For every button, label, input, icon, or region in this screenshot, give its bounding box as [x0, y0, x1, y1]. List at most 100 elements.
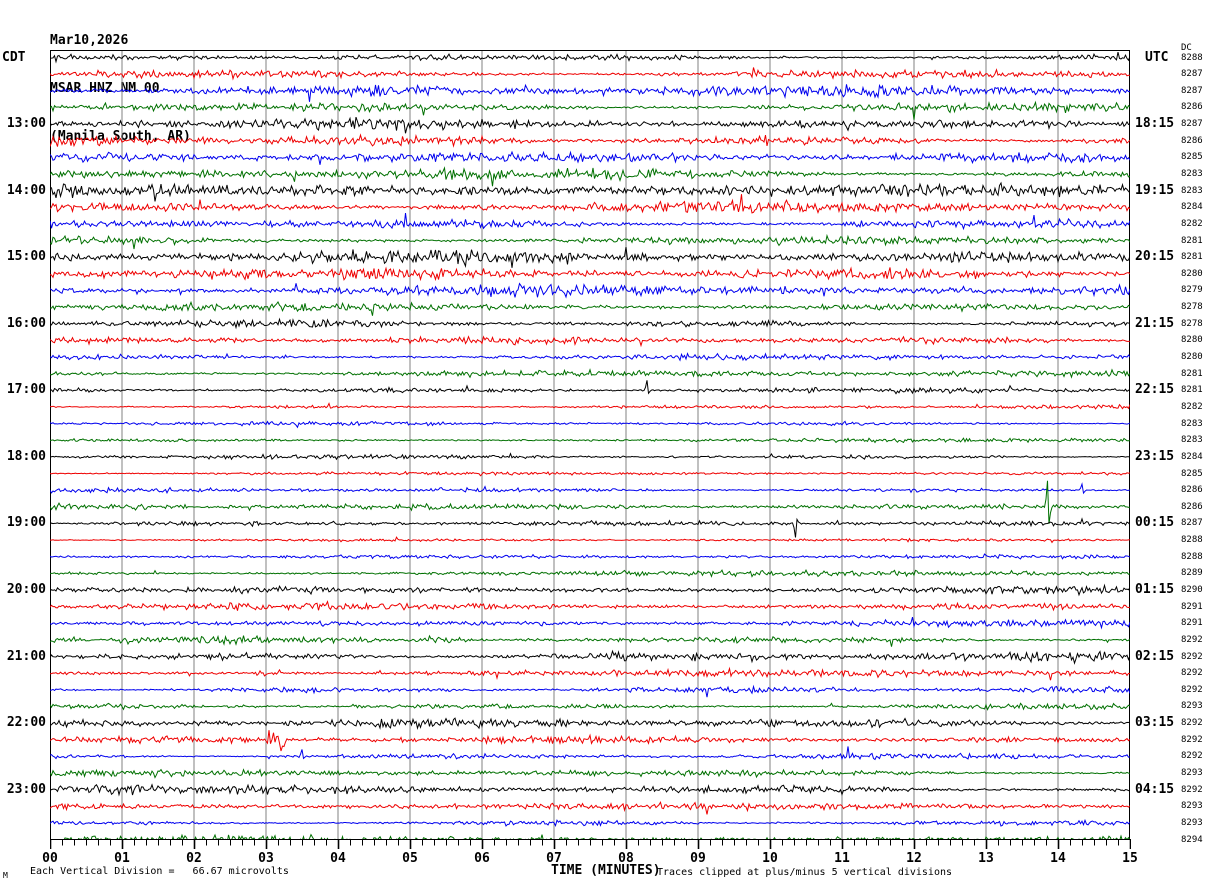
- utc-hour-label: 03:15: [1135, 715, 1175, 731]
- watermark-glyph: M: [3, 871, 8, 880]
- dc-offset-value: 8286: [1181, 102, 1203, 113]
- cdt-hour-label: 22:00: [6, 715, 46, 731]
- cdt-hour-label: 19:00: [6, 515, 46, 531]
- seismogram-trace: [50, 583, 1130, 597]
- vertical-division-note: Each Vertical Division = 66.67 microvolt…: [30, 866, 289, 877]
- dc-offset-value: 8284: [1181, 451, 1203, 462]
- minute-tick-label: 02: [186, 851, 202, 866]
- minute-tick-label: 09: [690, 851, 706, 866]
- utc-hour-label: 19:15: [1135, 182, 1175, 198]
- dc-offset-value: 8287: [1181, 69, 1203, 80]
- dc-offset-value: 8294: [1181, 834, 1203, 845]
- dc-offset-value: 8292: [1181, 784, 1203, 795]
- utc-hour-label: 00:15: [1135, 515, 1175, 531]
- seismogram-trace: [50, 368, 1130, 379]
- seismogram-trace: [50, 452, 1130, 461]
- seismogram-trace: [50, 247, 1130, 269]
- dc-offset-value: 8291: [1181, 618, 1203, 629]
- dc-offset-value: 8293: [1181, 801, 1203, 812]
- seismogram-trace: [50, 480, 1130, 524]
- dc-offset-value: 8292: [1181, 734, 1203, 745]
- seismogram-trace: [50, 300, 1130, 316]
- dc-offset-value: 8292: [1181, 684, 1203, 695]
- seismogram-trace: [50, 100, 1130, 120]
- seismogram-trace: [50, 266, 1130, 282]
- minute-tick-label: 15: [1122, 851, 1138, 866]
- minute-tick-label: 08: [618, 851, 634, 866]
- dc-offset-value: 8288: [1181, 535, 1203, 546]
- minute-tick-label: 01: [114, 851, 130, 866]
- dc-offset-value: 8278: [1181, 302, 1203, 313]
- seismogram-trace: [50, 634, 1130, 647]
- cdt-hour-label: 21:00: [6, 648, 46, 664]
- dc-offset-value: 8280: [1181, 352, 1203, 363]
- dc-offset-value: 8280: [1181, 268, 1203, 279]
- utc-hour-label: 23:15: [1135, 448, 1175, 464]
- seismogram-trace: [50, 83, 1130, 102]
- seismogram-trace: [50, 470, 1130, 477]
- dc-offset-value: 8283: [1181, 168, 1203, 179]
- seismogram-trace: [50, 717, 1130, 730]
- cdt-hour-label: 23:00: [6, 781, 46, 797]
- seismogram-trace: [50, 380, 1130, 395]
- minute-tick-label: 07: [546, 851, 562, 866]
- utc-hour-label: 22:15: [1135, 382, 1175, 398]
- minute-tick-label: 06: [474, 851, 490, 866]
- minute-tick-label: 12: [906, 851, 922, 866]
- cdt-hour-label: 16:00: [6, 315, 46, 331]
- dc-offset-value: 8293: [1181, 701, 1203, 712]
- dc-offset-value: 8293: [1181, 817, 1203, 828]
- seismogram-trace: [50, 666, 1130, 681]
- dc-offset-value: 8287: [1181, 119, 1203, 130]
- seismogram-trace: [50, 482, 1130, 495]
- dc-offset-value: 8280: [1181, 335, 1203, 346]
- seismogram-trace: [50, 801, 1130, 815]
- seismogram-trace: [50, 684, 1130, 698]
- seismogram-trace: [50, 352, 1130, 362]
- seismogram-trace: [50, 616, 1130, 630]
- dc-offset-value: 8281: [1181, 235, 1203, 246]
- seismogram-trace: [50, 213, 1130, 231]
- minute-tick-label: 03: [258, 851, 274, 866]
- cdt-hour-label: 15:00: [6, 249, 46, 265]
- minute-tick-label: 05: [402, 851, 418, 866]
- dc-offset-value: 8292: [1181, 634, 1203, 645]
- dc-offset-value: 8282: [1181, 218, 1203, 229]
- seismogram-trace: [50, 116, 1130, 134]
- minute-tick-label: 11: [834, 851, 850, 866]
- seismogram-trace: [50, 553, 1130, 560]
- dc-offset-value: 8293: [1181, 768, 1203, 779]
- seismogram-trace: [50, 194, 1130, 214]
- dc-offset-value: 8282: [1181, 401, 1203, 412]
- utc-hour-label: 21:15: [1135, 315, 1175, 331]
- seismogram-trace: [51, 833, 1130, 840]
- seismogram-trace: [50, 282, 1130, 299]
- dc-offset-value: 8288: [1181, 52, 1203, 63]
- dc-offset-value: 8281: [1181, 368, 1203, 379]
- dc-offset-value: 8281: [1181, 252, 1203, 263]
- seismogram-trace: [50, 335, 1130, 348]
- utc-hour-label: 18:15: [1135, 116, 1175, 132]
- cdt-hour-label: 18:00: [6, 448, 46, 464]
- seismogram-trace: [50, 517, 1130, 538]
- seismogram-trace: [50, 233, 1130, 250]
- cdt-hour-label: 13:00: [6, 116, 46, 132]
- dc-offset-value: 8292: [1181, 751, 1203, 762]
- seismogram-trace: [50, 317, 1130, 330]
- seismogram-trace: [50, 67, 1130, 81]
- dc-offset-value: 8279: [1181, 285, 1203, 296]
- dc-offset-value: 8278: [1181, 318, 1203, 329]
- seismogram-trace: [50, 600, 1130, 612]
- cdt-hour-label: 14:00: [6, 182, 46, 198]
- minute-tick-label: 10: [762, 851, 778, 866]
- dc-offset-value: 8286: [1181, 485, 1203, 496]
- dc-offset-value: 8287: [1181, 518, 1203, 529]
- dc-offset-value: 8286: [1181, 135, 1203, 146]
- dc-offset-value: 8283: [1181, 435, 1203, 446]
- dc-offset-value: 8286: [1181, 501, 1203, 512]
- dc-offset-value: 8285: [1181, 152, 1203, 163]
- clip-note: Traces clipped at plus/minus 5 vertical …: [657, 867, 953, 878]
- trace-plot-area: [50, 50, 1130, 840]
- dc-offset-value: 8291: [1181, 601, 1203, 612]
